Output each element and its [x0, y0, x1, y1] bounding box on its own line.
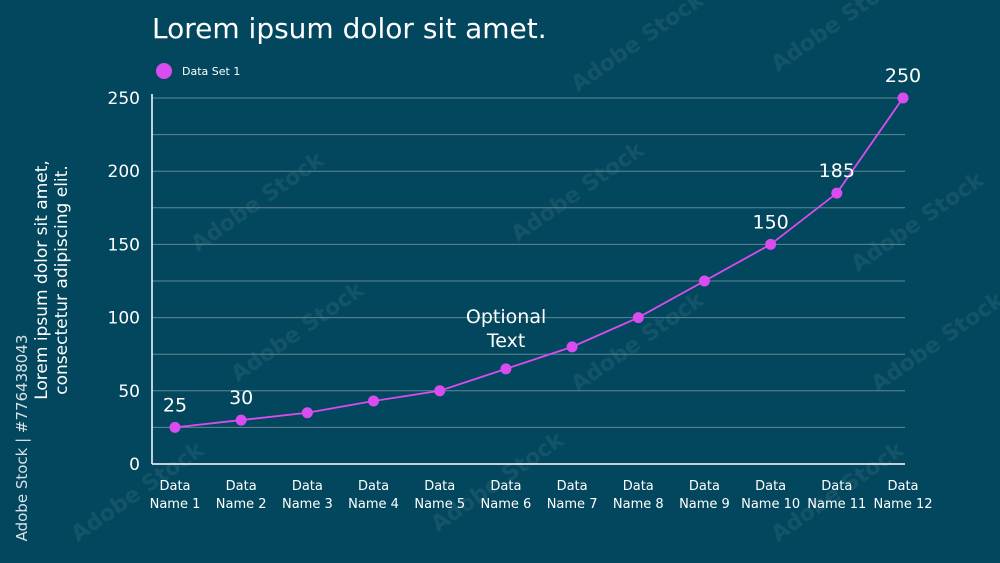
data-point: [169, 421, 181, 433]
x-tick-label: Data Name 9: [679, 479, 730, 512]
data-point: [500, 363, 512, 375]
data-point: [765, 238, 777, 250]
x-tick-label: Data Name 1: [150, 479, 201, 512]
data-point: [632, 312, 644, 324]
data-point: [434, 385, 446, 397]
legend-marker: [156, 63, 172, 79]
data-label: 185: [819, 160, 855, 182]
data-point: [301, 407, 313, 419]
y-tick-label: 50: [118, 382, 140, 402]
series-line: [174, 97, 904, 429]
data-point: [368, 395, 380, 407]
data-label: 30: [229, 387, 253, 409]
x-tick-label: Data Name 4: [348, 479, 399, 512]
y-tick-label: 200: [108, 162, 140, 182]
data-point: [566, 341, 578, 353]
x-tick-label: Data Name 2: [216, 479, 267, 512]
x-tick-label: Data Name 8: [613, 479, 664, 512]
data-point: [698, 275, 710, 287]
x-tick-label: Data Name 11: [807, 479, 866, 512]
legend-label: Data Set 1: [182, 64, 241, 78]
x-tick-label: Data Name 6: [481, 479, 532, 512]
x-tick-label: Data Name 3: [282, 479, 333, 512]
chart-title: Lorem ipsum dolor sit amet.: [152, 12, 547, 45]
annotation-text: Optional Text: [466, 306, 546, 352]
data-label: 25: [163, 394, 187, 416]
x-tick-label: Data Name 7: [547, 479, 598, 512]
data-label: 150: [753, 211, 789, 233]
data-point: [897, 92, 909, 104]
y-tick-label: 100: [108, 309, 140, 329]
y-tick-label: 150: [108, 235, 140, 255]
x-tick-label: Data Name 12: [873, 479, 932, 512]
x-tick-label: Data Name 10: [741, 479, 800, 512]
legend: Data Set 1: [156, 63, 240, 79]
data-point: [235, 414, 247, 426]
data-point: [831, 187, 843, 199]
x-tick-label: Data Name 5: [414, 479, 465, 512]
y-tick-label: 0: [129, 455, 140, 475]
y-tick-label: 250: [108, 89, 140, 109]
data-label: 250: [885, 65, 921, 87]
